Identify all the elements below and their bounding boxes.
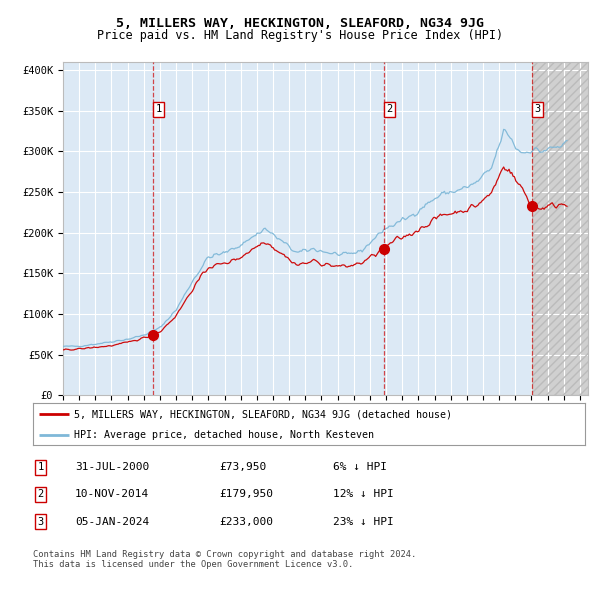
Text: Contains HM Land Registry data © Crown copyright and database right 2024.
This d: Contains HM Land Registry data © Crown c… xyxy=(33,550,416,569)
Bar xyxy=(532,62,600,395)
Text: £179,950: £179,950 xyxy=(219,490,273,499)
Text: 1: 1 xyxy=(38,463,44,472)
Text: 3: 3 xyxy=(38,517,44,526)
Bar xyxy=(532,62,600,395)
Text: 2: 2 xyxy=(386,104,392,114)
Text: 5, MILLERS WAY, HECKINGTON, SLEAFORD, NG34 9JG: 5, MILLERS WAY, HECKINGTON, SLEAFORD, NG… xyxy=(116,17,484,30)
Text: 1: 1 xyxy=(155,104,162,114)
Text: HPI: Average price, detached house, North Kesteven: HPI: Average price, detached house, Nort… xyxy=(74,430,374,440)
Text: 10-NOV-2014: 10-NOV-2014 xyxy=(75,490,149,499)
Text: 6% ↓ HPI: 6% ↓ HPI xyxy=(333,463,387,472)
Text: 31-JUL-2000: 31-JUL-2000 xyxy=(75,463,149,472)
Text: 3: 3 xyxy=(534,104,541,114)
Text: Price paid vs. HM Land Registry's House Price Index (HPI): Price paid vs. HM Land Registry's House … xyxy=(97,30,503,42)
Text: 2: 2 xyxy=(38,490,44,499)
Text: 23% ↓ HPI: 23% ↓ HPI xyxy=(333,517,394,526)
Text: 5, MILLERS WAY, HECKINGTON, SLEAFORD, NG34 9JG (detached house): 5, MILLERS WAY, HECKINGTON, SLEAFORD, NG… xyxy=(74,409,452,419)
Text: 05-JAN-2024: 05-JAN-2024 xyxy=(75,517,149,526)
Text: £73,950: £73,950 xyxy=(219,463,266,472)
Text: £233,000: £233,000 xyxy=(219,517,273,526)
Text: 12% ↓ HPI: 12% ↓ HPI xyxy=(333,490,394,499)
